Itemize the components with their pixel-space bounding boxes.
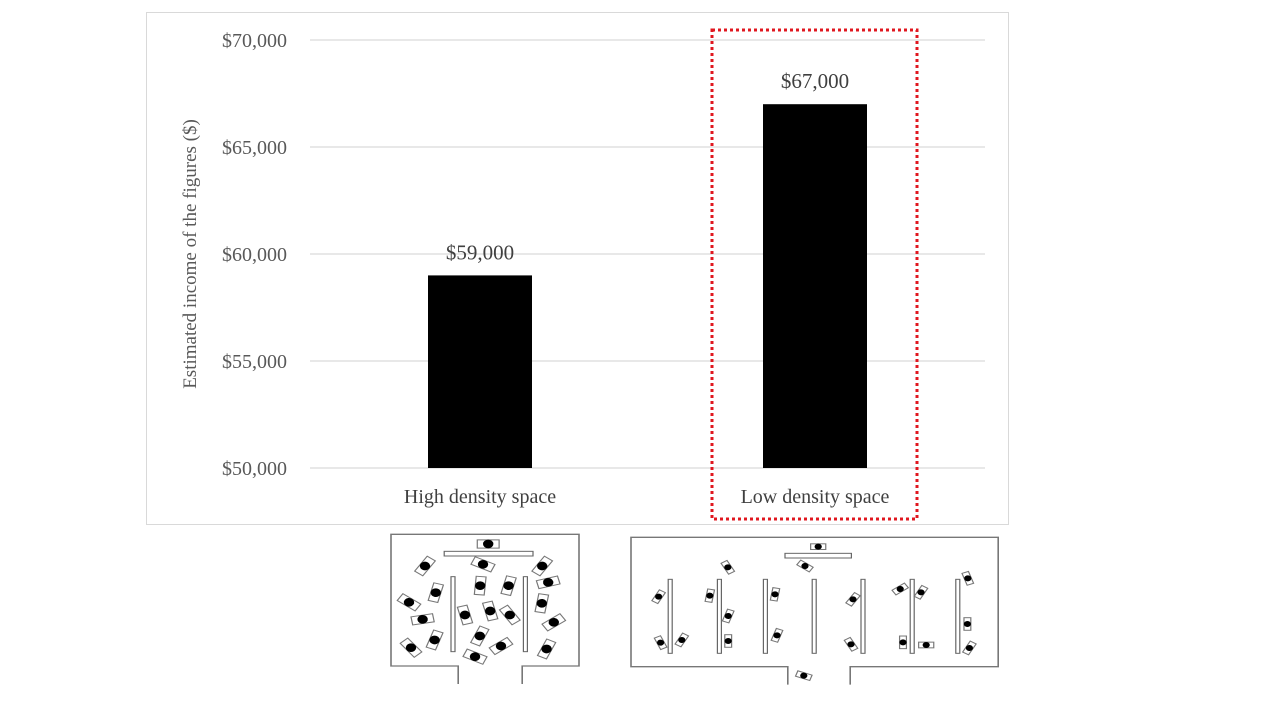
person-icon bbox=[653, 635, 668, 651]
desk bbox=[860, 578, 866, 654]
person-icon bbox=[500, 575, 517, 597]
person-icon bbox=[498, 604, 521, 626]
highlight-box bbox=[710, 28, 919, 521]
person-icon bbox=[961, 640, 977, 656]
person-icon bbox=[651, 589, 667, 605]
desk bbox=[955, 578, 961, 654]
person-icon bbox=[476, 539, 500, 549]
person-icon bbox=[720, 559, 736, 575]
person-icon bbox=[425, 629, 444, 651]
person-icon bbox=[769, 587, 781, 602]
person-icon bbox=[845, 591, 861, 607]
data-label: $59,000 bbox=[446, 240, 514, 264]
person-icon bbox=[770, 627, 784, 643]
person-icon bbox=[481, 600, 499, 622]
person-icon bbox=[410, 613, 435, 626]
y-tick-label: $65,000 bbox=[222, 137, 287, 159]
person-icon bbox=[963, 617, 972, 631]
person-icon bbox=[810, 543, 827, 551]
person-icon bbox=[473, 575, 487, 596]
y-axis-label: Estimated income of the figures ($) bbox=[180, 119, 201, 389]
y-tick-label: $60,000 bbox=[222, 244, 287, 266]
chart-frame bbox=[146, 12, 1009, 525]
person-icon bbox=[488, 636, 514, 656]
person-icon bbox=[913, 584, 929, 600]
desk bbox=[762, 578, 769, 654]
person-icon bbox=[531, 555, 554, 577]
person-icon bbox=[469, 625, 490, 647]
person-icon bbox=[843, 636, 859, 652]
room-wall bbox=[630, 536, 1000, 685]
bar-low-density bbox=[763, 104, 867, 468]
person-icon bbox=[891, 582, 910, 596]
person-icon bbox=[456, 604, 474, 626]
person-icon bbox=[961, 570, 975, 586]
room-wall bbox=[390, 533, 580, 684]
person-icon bbox=[470, 556, 496, 573]
y-tick-label: $50,000 bbox=[222, 458, 287, 480]
person-icon bbox=[704, 588, 716, 603]
person-icon bbox=[898, 635, 908, 650]
x-tick-label: Low density space bbox=[741, 486, 890, 508]
desk bbox=[667, 578, 673, 654]
person-icon bbox=[535, 575, 561, 590]
x-tick-label: High density space bbox=[404, 486, 556, 508]
person-icon bbox=[674, 632, 690, 648]
data-label: $67,000 bbox=[781, 69, 849, 93]
person-icon bbox=[396, 593, 422, 612]
person-icon bbox=[536, 638, 557, 660]
person-icon bbox=[724, 634, 733, 648]
person-icon bbox=[427, 582, 445, 604]
desk bbox=[450, 576, 456, 653]
desk bbox=[716, 578, 723, 654]
high-density-floor-plan bbox=[390, 533, 580, 684]
desk bbox=[784, 552, 853, 559]
desk bbox=[909, 578, 915, 654]
person-icon bbox=[721, 608, 735, 624]
desk bbox=[443, 550, 534, 557]
desk bbox=[522, 576, 529, 653]
person-icon bbox=[413, 555, 437, 577]
person-icon bbox=[541, 613, 567, 632]
person-icon bbox=[796, 559, 814, 573]
person-icon bbox=[918, 641, 935, 649]
person-icon bbox=[399, 637, 423, 658]
desk bbox=[811, 578, 817, 654]
person-icon bbox=[462, 648, 488, 665]
person-icon bbox=[794, 670, 813, 682]
y-tick-label: $70,000 bbox=[222, 30, 287, 52]
person-icon bbox=[534, 593, 550, 614]
low-density-floor-plan bbox=[630, 536, 1000, 685]
bar-high-density bbox=[428, 275, 532, 468]
y-tick-label: $55,000 bbox=[222, 351, 287, 373]
